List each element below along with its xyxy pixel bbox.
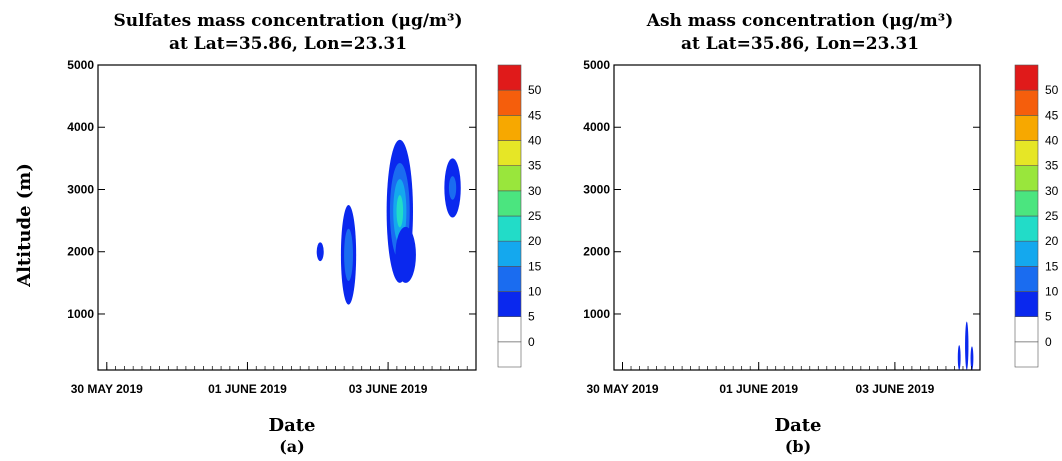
colorbar: 0 5 10 15 20 25 30 35 40 45 50	[497, 64, 542, 368]
panel-b: Ash mass concentration (μg/m³) at Lat=35…	[583, 11, 1058, 456]
x-tick-label: 01 JUNE 2019	[208, 382, 287, 396]
x-axis-title: Date	[268, 415, 315, 436]
y-tick-label: 2000	[583, 245, 610, 259]
colorbar-tick-label: 30	[1045, 184, 1059, 198]
plume	[395, 226, 416, 283]
colorbar-box	[1014, 190, 1039, 217]
colorbar-tick-label: 50	[1045, 83, 1059, 97]
panel-label: (a)	[279, 437, 305, 456]
chart-title-line2: at Lat=35.86, Lon=23.31	[169, 34, 407, 54]
plume-contour	[396, 195, 404, 228]
x-axis-title: Date	[774, 415, 821, 436]
y-axis-title: Altitude (m)	[14, 163, 35, 288]
colorbar-box	[497, 215, 522, 242]
colorbar-tick-label: 0	[528, 335, 535, 349]
panel-a: Sulfates mass concentration (μg/m³) at L…	[14, 11, 542, 456]
plume-contour	[448, 176, 457, 200]
y-tick-label: 3000	[67, 182, 94, 196]
y-tick-label: 1000	[67, 307, 94, 321]
plume	[970, 346, 974, 370]
panel-label: (b)	[785, 437, 811, 456]
plume-contour	[965, 321, 969, 370]
colorbar-tick-label: 35	[1045, 159, 1059, 173]
colorbar-tick-label: 10	[1045, 285, 1059, 299]
x-tick-label: 03 JUNE 2019	[349, 382, 428, 396]
colorbar-tick-label: 40	[1045, 134, 1059, 148]
colorbar-tick-label: 10	[528, 285, 542, 299]
x-tick-label: 30 MAY 2019	[586, 382, 658, 396]
y-tick-label: 4000	[67, 120, 94, 134]
x-tick-label: 30 MAY 2019	[71, 382, 143, 396]
colorbar-tick-label: 20	[528, 234, 542, 248]
plume-contour	[344, 228, 353, 281]
colorbar: 0 5 10 15 20 25 30 35 40 45 50	[1014, 64, 1059, 368]
colorbar-tick-label: 30	[528, 184, 542, 198]
y-tick-label: 5000	[67, 58, 94, 72]
plume	[965, 321, 969, 370]
colorbar-box	[1014, 266, 1039, 292]
chart-title-line1: Ash mass concentration (μg/m³)	[646, 11, 954, 31]
colorbar-box	[497, 140, 522, 166]
colorbar-box	[497, 64, 522, 91]
plot-area: 1000 2000 3000 4000 5000 30 MAY 2019 01 JUNE 2…	[67, 58, 477, 396]
plot-frame	[613, 64, 981, 371]
colorbar-tick-label: 20	[1045, 234, 1059, 248]
y-tick-label: 3000	[583, 182, 610, 196]
colorbar-box	[1014, 165, 1039, 192]
plume-contour	[316, 242, 324, 262]
plume	[340, 205, 357, 305]
x-tick-label: 01 JUNE 2019	[719, 382, 798, 396]
plot-frame	[97, 64, 477, 371]
colorbar-box	[1014, 140, 1039, 166]
plot-area: 1000 2000 3000 4000 5000 30 MAY 2019 01 JUNE 2…	[583, 58, 981, 396]
colorbar-box	[1014, 89, 1039, 116]
colorbar-box	[497, 341, 522, 368]
colorbar-box	[497, 89, 522, 116]
colorbar-box	[497, 266, 522, 292]
plume-contour	[970, 346, 974, 370]
chart-title-line1: Sulfates mass concentration (μg/m³)	[113, 11, 462, 31]
colorbar-box	[497, 115, 522, 141]
colorbar-tick-label: 25	[1045, 209, 1059, 223]
colorbar-box	[497, 291, 522, 317]
plume-contour	[395, 226, 416, 283]
colorbar-box	[497, 190, 522, 217]
plume-contour	[957, 345, 961, 370]
colorbar-tick-label: 35	[528, 159, 542, 173]
colorbar-tick-label: 50	[528, 83, 542, 97]
colorbar-tick-label: 15	[528, 259, 542, 273]
plume	[316, 242, 324, 262]
colorbar-tick-label: 40	[528, 134, 542, 148]
colorbar-box	[497, 316, 522, 343]
colorbar-tick-label: 5	[528, 310, 535, 324]
x-tick-label: 03 JUNE 2019	[856, 382, 935, 396]
plume	[444, 158, 461, 218]
colorbar-box	[1014, 341, 1039, 368]
colorbar-box	[1014, 316, 1039, 343]
chart-title-line2: at Lat=35.86, Lon=23.31	[681, 34, 919, 54]
colorbar-tick-label: 45	[1045, 108, 1059, 122]
y-tick-label: 1000	[583, 307, 610, 321]
colorbar-box	[497, 165, 522, 192]
y-tick-label: 2000	[67, 245, 94, 259]
colorbar-box	[1014, 64, 1039, 91]
colorbar-box	[1014, 240, 1039, 267]
colorbar-tick-label: 15	[1045, 259, 1059, 273]
colorbar-box	[1014, 115, 1039, 141]
colorbar-box	[1014, 215, 1039, 242]
plume	[957, 345, 961, 370]
colorbar-box	[1014, 291, 1039, 317]
colorbar-tick-label: 45	[528, 108, 542, 122]
colorbar-tick-label: 25	[528, 209, 542, 223]
colorbar-tick-label: 5	[1045, 310, 1052, 324]
y-tick-label: 4000	[583, 120, 610, 134]
y-tick-label: 5000	[583, 58, 610, 72]
colorbar-tick-label: 0	[1045, 335, 1052, 349]
colorbar-box	[497, 240, 522, 267]
